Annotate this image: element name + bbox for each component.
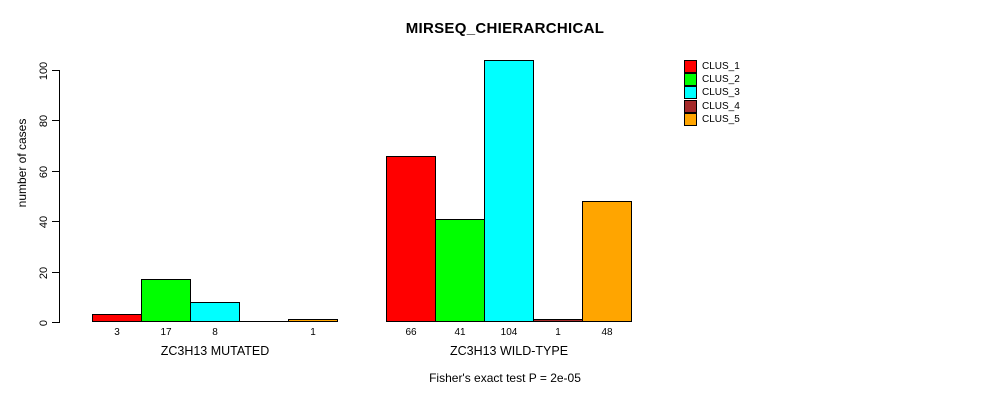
- group-label: ZC3H13 WILD-TYPE: [449, 344, 569, 358]
- group-label: ZC3H13 MUTATED: [160, 344, 270, 358]
- legend-item: CLUS_1: [684, 60, 740, 74]
- bar-clus_2: [141, 279, 191, 322]
- legend-color-swatch: [684, 99, 697, 113]
- legend-item: CLUS_5: [684, 112, 740, 126]
- legend-color-swatch: [684, 112, 697, 126]
- bar-clus_4: [239, 321, 289, 322]
- bar-value-label: 104: [500, 327, 518, 338]
- chart-title: MIRSEQ_CHIERARCHICAL: [405, 20, 605, 37]
- legend-color-swatch: [684, 73, 697, 87]
- bar-value-label: 1: [555, 327, 561, 338]
- y-tick-label: 20: [38, 266, 50, 279]
- bar-value-label: 17: [160, 327, 172, 338]
- bar-clus_1: [386, 156, 436, 322]
- bar-value-label: 1: [310, 327, 316, 338]
- legend-item-label: CLUS_5: [702, 113, 740, 125]
- y-axis-tick: [52, 221, 60, 222]
- legend-item-label: CLUS_2: [702, 74, 740, 86]
- legend-item-label: CLUS_4: [702, 100, 740, 112]
- y-axis-tick: [52, 70, 60, 71]
- legend-item: CLUS_2: [684, 73, 740, 87]
- bar-value-label: 41: [454, 327, 466, 338]
- y-axis-line: [59, 70, 60, 323]
- y-axis-tick: [52, 322, 60, 323]
- bar-clus_4: [533, 319, 583, 322]
- y-axis-tick: [52, 120, 60, 121]
- bar-value-label: 3: [114, 327, 120, 338]
- bar-clus_5: [288, 319, 338, 322]
- y-tick-label: 40: [38, 215, 50, 228]
- y-tick-label: 100: [38, 61, 50, 80]
- bar-clus_2: [435, 219, 485, 322]
- legend-item-label: CLUS_3: [702, 87, 740, 99]
- y-tick-label: 80: [38, 114, 50, 127]
- legend-item-label: CLUS_1: [702, 61, 740, 73]
- bar-clus_5: [582, 201, 632, 322]
- bar-value-label: 8: [212, 327, 218, 338]
- bar-clus_3: [484, 60, 534, 322]
- y-tick-label: 0: [38, 319, 50, 326]
- legend-item: CLUS_4: [684, 99, 740, 113]
- legend-color-swatch: [684, 86, 697, 100]
- bar-value-label: 66: [405, 327, 417, 338]
- legend-color-swatch: [684, 60, 697, 74]
- y-axis-tick: [52, 171, 60, 172]
- legend-item: CLUS_3: [684, 86, 740, 100]
- y-axis-tick: [52, 272, 60, 273]
- footer-caption: Fisher's exact test P = 2e-05: [429, 371, 581, 385]
- bar-value-label: 48: [601, 327, 613, 338]
- bar-clus_3: [190, 302, 240, 322]
- y-tick-label: 60: [38, 165, 50, 178]
- bar-clus_1: [92, 314, 142, 322]
- legend: CLUS_1 CLUS_2 CLUS_3 CLUS_4 CLUS_5: [684, 60, 740, 126]
